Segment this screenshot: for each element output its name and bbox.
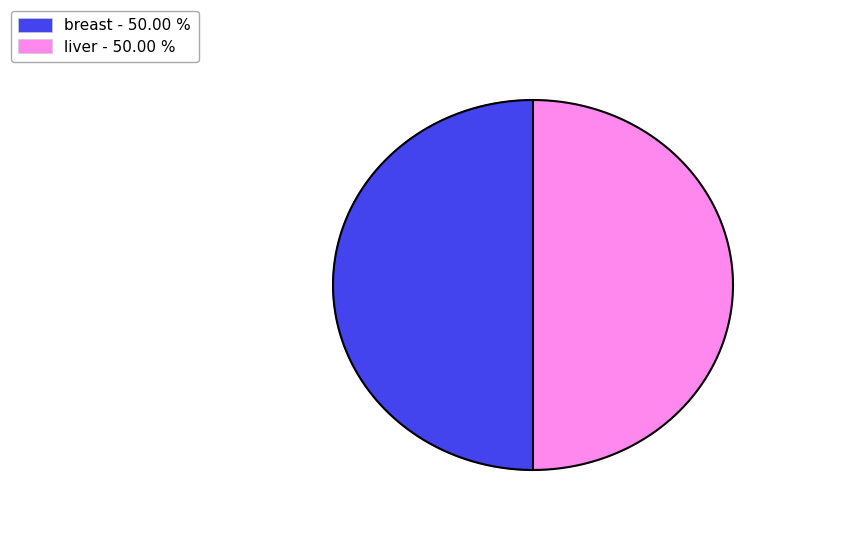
Legend: breast - 50.00 %, liver - 50.00 %: breast - 50.00 %, liver - 50.00 %	[10, 11, 198, 62]
Polygon shape	[533, 100, 733, 470]
Polygon shape	[333, 100, 533, 470]
